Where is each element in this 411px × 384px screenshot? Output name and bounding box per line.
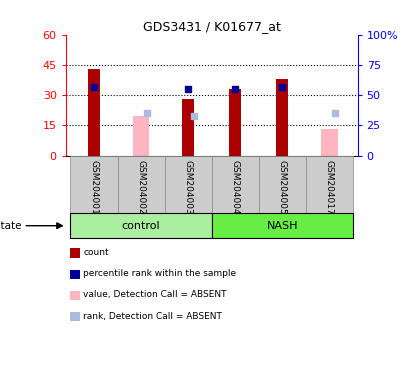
- Text: GSM204003: GSM204003: [184, 160, 193, 214]
- Bar: [70, 156, 118, 214]
- Bar: [133, 116, 149, 156]
- Text: percentile rank within the sample: percentile rank within the sample: [83, 269, 236, 278]
- Bar: [212, 156, 259, 214]
- Bar: [182, 99, 194, 156]
- Text: GSM204002: GSM204002: [136, 160, 145, 214]
- Text: rank, Detection Call = ABSENT: rank, Detection Call = ABSENT: [83, 311, 222, 321]
- Title: GDS3431 / K01677_at: GDS3431 / K01677_at: [143, 20, 281, 33]
- Text: control: control: [122, 221, 160, 231]
- Bar: [212, 214, 353, 238]
- Text: GSM204017: GSM204017: [325, 160, 334, 214]
- Bar: [88, 69, 100, 156]
- Bar: [306, 156, 353, 214]
- Bar: [70, 214, 212, 238]
- Text: GSM204004: GSM204004: [231, 160, 240, 214]
- Bar: [164, 156, 212, 214]
- Text: GSM204001: GSM204001: [90, 160, 99, 214]
- Bar: [276, 79, 288, 156]
- Text: disease state: disease state: [0, 221, 21, 231]
- Text: NASH: NASH: [266, 221, 298, 231]
- Bar: [321, 129, 337, 156]
- Bar: [259, 156, 306, 214]
- Bar: [229, 89, 241, 156]
- Text: GSM204005: GSM204005: [278, 160, 287, 214]
- Text: count: count: [83, 248, 109, 257]
- Text: value, Detection Call = ABSENT: value, Detection Call = ABSENT: [83, 290, 226, 300]
- Bar: [118, 156, 164, 214]
